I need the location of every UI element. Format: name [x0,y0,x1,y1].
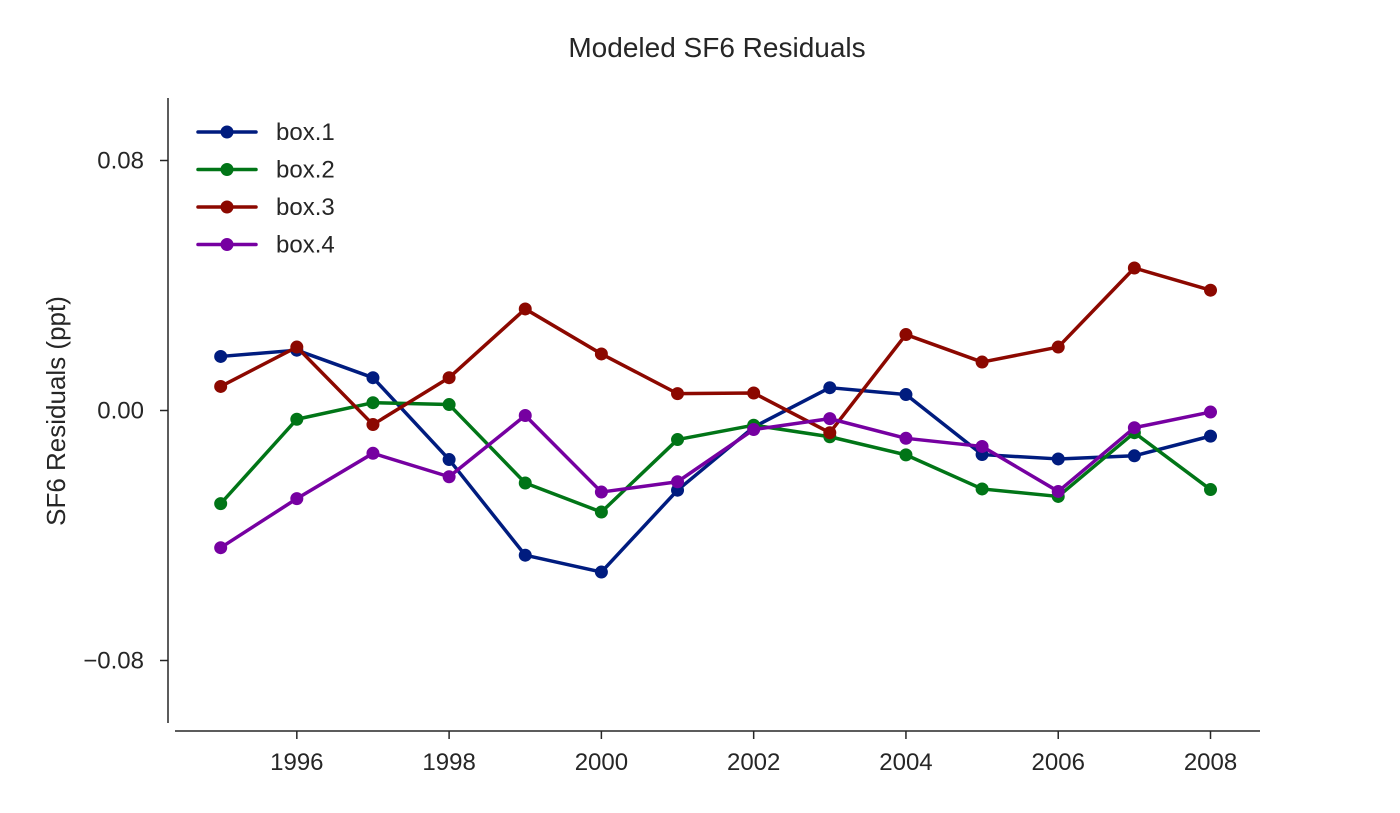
legend-item-box-3: box.3 [196,194,335,221]
data-point-box-1-2004 [899,388,913,402]
series-line-box-2 [218,400,1213,514]
data-point-box-4-2007 [1127,421,1141,435]
data-point-box-3-1999 [518,302,532,316]
series-line-box-4 [218,410,1213,550]
series-box-3 [214,261,1218,440]
y-tick-label-0-00: 0.00 [97,398,144,425]
y-axis-label: SF6 Residuals (ppt) [41,296,71,526]
y-ticks: 0.08 0.00 −0.08 [83,148,168,675]
data-point-box-3-2001 [671,387,685,401]
series-layer [214,261,1218,579]
data-point-box-2-2008 [1204,483,1218,497]
legend-marker-box-4 [220,238,234,251]
data-point-box-4-2003 [823,412,837,426]
x-tick-label-2008: 2008 [1184,749,1237,776]
data-point-box-3-1998 [442,371,456,385]
data-point-box-3-2007 [1127,261,1141,275]
series-box-1 [214,343,1218,579]
data-point-box-4-2005 [975,439,989,453]
data-point-box-3-1997 [366,418,380,432]
data-point-box-4-2001 [671,475,685,489]
x-tick-label-2000: 2000 [575,749,628,776]
series-line-box-3 [218,266,1213,435]
data-point-box-2-2001 [671,433,685,447]
data-point-box-4-2006 [1051,484,1065,498]
x-tick-label-2006: 2006 [1032,749,1085,776]
data-point-box-3-2003 [823,426,837,440]
series-line-box-1 [218,348,1213,574]
data-point-box-1-1995 [214,349,228,363]
legend-marker-box-1 [220,125,234,139]
chart-title: Modeled SF6 Residuals [568,32,865,63]
legend-label-box-4: box.4 [276,232,335,259]
legend-item-box-4: box.4 [196,232,335,259]
data-point-box-3-2002 [747,386,761,400]
legend-label-box-2: box.2 [276,157,335,184]
data-point-box-4-2008 [1204,405,1218,419]
legend-label-box-3: box.3 [276,194,335,221]
y-tick-label-0-08: −0.08 [83,648,144,675]
data-point-box-1-2003 [823,381,837,395]
data-point-box-3-1995 [214,379,228,393]
data-point-box-3-2008 [1204,283,1218,297]
data-point-box-4-1995 [214,541,228,555]
data-point-box-2-2005 [975,482,989,496]
data-point-box-1-1997 [366,371,380,385]
data-point-box-4-2004 [899,431,913,445]
data-point-box-2-1996 [290,412,304,426]
data-point-box-4-2002 [747,423,761,437]
data-point-box-4-1997 [366,446,380,460]
legend: box.1 box.2 box.3 box.4 [196,119,335,259]
data-point-box-1-1999 [518,548,532,562]
legend-label-box-1: box.1 [276,119,335,146]
x-tick-label-1996: 1996 [270,749,323,776]
x-tick-label-2002: 2002 [727,749,780,776]
data-point-box-2-1997 [366,396,380,410]
data-point-box-1-2000 [594,565,608,579]
data-point-box-4-1998 [442,470,456,484]
y-tick-label-0-08: 0.08 [97,148,144,175]
legend-marker-box-3 [220,200,234,214]
data-point-box-1-2007 [1127,449,1141,463]
series-box-4 [214,405,1218,555]
legend-item-box-1: box.1 [196,119,335,146]
data-point-box-2-2004 [899,448,913,462]
data-point-box-2-1995 [214,497,228,511]
data-point-box-1-1998 [442,453,456,467]
data-point-box-2-1998 [442,398,456,412]
data-point-box-1-2008 [1204,429,1218,443]
x-tick-label-1998: 1998 [422,749,475,776]
legend-marker-box-2 [220,163,234,176]
x-tick-label-2004: 2004 [879,749,932,776]
data-point-box-4-1996 [290,492,304,506]
data-point-box-2-2000 [594,505,608,519]
data-point-box-1-2006 [1051,452,1065,466]
data-point-box-3-2000 [594,347,608,361]
data-point-box-2-1999 [518,476,532,490]
data-point-box-3-2004 [899,328,913,342]
legend-item-box-2: box.2 [196,157,335,184]
data-point-box-3-2005 [975,355,989,369]
data-point-box-3-1996 [290,340,304,354]
data-point-box-4-1999 [518,409,532,422]
data-point-box-4-2000 [594,485,608,499]
data-point-box-3-2006 [1051,340,1065,354]
x-ticks: 1996 1998 2000 2002 2004 2006 2008 [270,731,1237,776]
